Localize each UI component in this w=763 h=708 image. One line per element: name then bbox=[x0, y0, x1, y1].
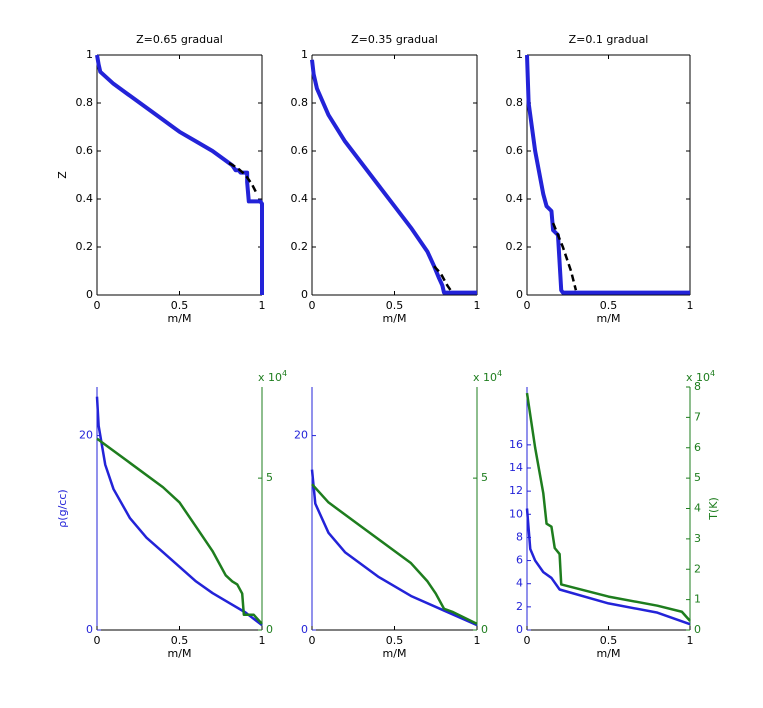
y-tick-label: 1 bbox=[301, 48, 308, 61]
y2-multiplier: x 104 bbox=[258, 369, 287, 385]
y-tick-label: 1 bbox=[86, 48, 93, 61]
y-tick-label: 0.4 bbox=[291, 192, 309, 205]
y-tick-label: 16 bbox=[509, 438, 523, 451]
data-line bbox=[525, 54, 690, 295]
data-line bbox=[95, 396, 263, 627]
y-tick-label: 10 bbox=[509, 507, 523, 520]
x-tick-label: 1 bbox=[687, 299, 694, 312]
y2-tick-label: 0 bbox=[266, 623, 273, 636]
y-tick-label: 20 bbox=[79, 429, 93, 442]
chart-title: Z=0.1 gradual bbox=[569, 33, 649, 46]
x-tick-label: 0 bbox=[524, 299, 531, 312]
data-line bbox=[95, 54, 264, 295]
y2-tick-label: 2 bbox=[694, 562, 701, 575]
y2-tick-label: 3 bbox=[694, 532, 701, 545]
y2-axis-label: T(K) bbox=[707, 497, 720, 521]
y-tick-label: 0.6 bbox=[76, 144, 94, 157]
y-tick-label: 0.2 bbox=[506, 240, 524, 253]
y-axis-label: Z bbox=[56, 171, 69, 179]
y2-tick-label: 8 bbox=[694, 380, 701, 393]
y-tick-label: 0 bbox=[86, 288, 93, 301]
data-line bbox=[525, 508, 691, 626]
x-tick-label: 0.5 bbox=[386, 634, 404, 647]
data-line bbox=[525, 392, 691, 622]
x-tick-label: 0 bbox=[94, 299, 101, 312]
chart-title: Z=0.65 gradual bbox=[136, 33, 223, 46]
y-tick-label: 0 bbox=[516, 288, 523, 301]
y-tick-label: 2 bbox=[516, 600, 523, 613]
data-line bbox=[311, 483, 478, 626]
y2-multiplier-base: x 10 bbox=[258, 371, 282, 384]
y-tick-label: 0.6 bbox=[291, 144, 309, 157]
x-axis-label: m/M bbox=[383, 312, 407, 325]
x-tick-label: 1 bbox=[474, 634, 481, 647]
x-tick-label: 0.5 bbox=[386, 299, 404, 312]
y2-multiplier-exponent: 4 bbox=[710, 369, 715, 378]
y2-tick-label: 6 bbox=[694, 441, 701, 454]
y-tick-label: 0.8 bbox=[76, 96, 94, 109]
y2-tick-label: 7 bbox=[694, 410, 701, 423]
y2-multiplier-exponent: 4 bbox=[282, 369, 287, 378]
y-tick-label: 4 bbox=[516, 577, 523, 590]
y-tick-label: 0 bbox=[301, 623, 308, 636]
y-tick-label: 8 bbox=[516, 530, 523, 543]
y2-tick-label: 0 bbox=[694, 623, 701, 636]
x-tick-label: 0 bbox=[524, 634, 531, 647]
y2-multiplier-exponent: 4 bbox=[497, 369, 502, 378]
data-line bbox=[310, 59, 477, 295]
y2-multiplier-base: x 10 bbox=[686, 371, 710, 384]
y-tick-label: 14 bbox=[509, 461, 523, 474]
y2-tick-label: 5 bbox=[266, 471, 273, 484]
x-tick-label: 0.5 bbox=[600, 634, 618, 647]
y2-tick-label: 4 bbox=[694, 502, 701, 515]
x-tick-label: 0.5 bbox=[600, 299, 618, 312]
y-tick-label: 0.4 bbox=[506, 192, 524, 205]
x-axis-label: m/M bbox=[168, 312, 192, 325]
y-tick-label: 20 bbox=[294, 429, 308, 442]
data-line bbox=[433, 265, 454, 294]
y-tick-label: 0 bbox=[86, 623, 93, 636]
x-axis-label: m/M bbox=[597, 647, 621, 660]
data-line bbox=[96, 437, 263, 625]
x-tick-label: 0 bbox=[309, 634, 316, 647]
y-tick-label: 12 bbox=[509, 484, 523, 497]
x-tick-label: 0.5 bbox=[171, 299, 189, 312]
y-tick-label: 0.2 bbox=[291, 240, 309, 253]
y2-multiplier-base: x 10 bbox=[473, 371, 497, 384]
y2-tick-label: 1 bbox=[694, 593, 701, 606]
x-axis-label: m/M bbox=[597, 312, 621, 325]
y-tick-label: 0.8 bbox=[506, 96, 524, 109]
data-line bbox=[310, 469, 478, 627]
x-tick-label: 0 bbox=[309, 299, 316, 312]
y-tick-label: 0 bbox=[301, 288, 308, 301]
y2-tick-label: 5 bbox=[481, 471, 488, 484]
x-tick-label: 1 bbox=[259, 299, 266, 312]
y-tick-label: 0.2 bbox=[76, 240, 94, 253]
y-tick-label: 0 bbox=[516, 623, 523, 636]
y-tick-label: 6 bbox=[516, 554, 523, 567]
x-tick-label: 1 bbox=[687, 634, 694, 647]
y-axis-label: ρ(g/cc) bbox=[56, 489, 69, 527]
x-tick-label: 0.5 bbox=[171, 634, 189, 647]
x-tick-label: 1 bbox=[474, 299, 481, 312]
y2-multiplier: x 104 bbox=[473, 369, 502, 385]
y-tick-label: 0.6 bbox=[506, 144, 524, 157]
y2-tick-label: 5 bbox=[694, 471, 701, 484]
chart-title: Z=0.35 gradual bbox=[351, 33, 438, 46]
x-axis-label: m/M bbox=[168, 647, 192, 660]
y-tick-label: 0.4 bbox=[76, 192, 94, 205]
y-tick-label: 1 bbox=[516, 48, 523, 61]
y-tick-label: 0.8 bbox=[291, 96, 309, 109]
y2-multiplier: x 104 bbox=[686, 369, 715, 385]
x-tick-label: 0 bbox=[94, 634, 101, 647]
x-tick-label: 1 bbox=[259, 634, 266, 647]
data-line bbox=[228, 161, 259, 195]
data-line bbox=[551, 222, 578, 291]
x-axis-label: m/M bbox=[383, 647, 407, 660]
y2-tick-label: 0 bbox=[481, 623, 488, 636]
